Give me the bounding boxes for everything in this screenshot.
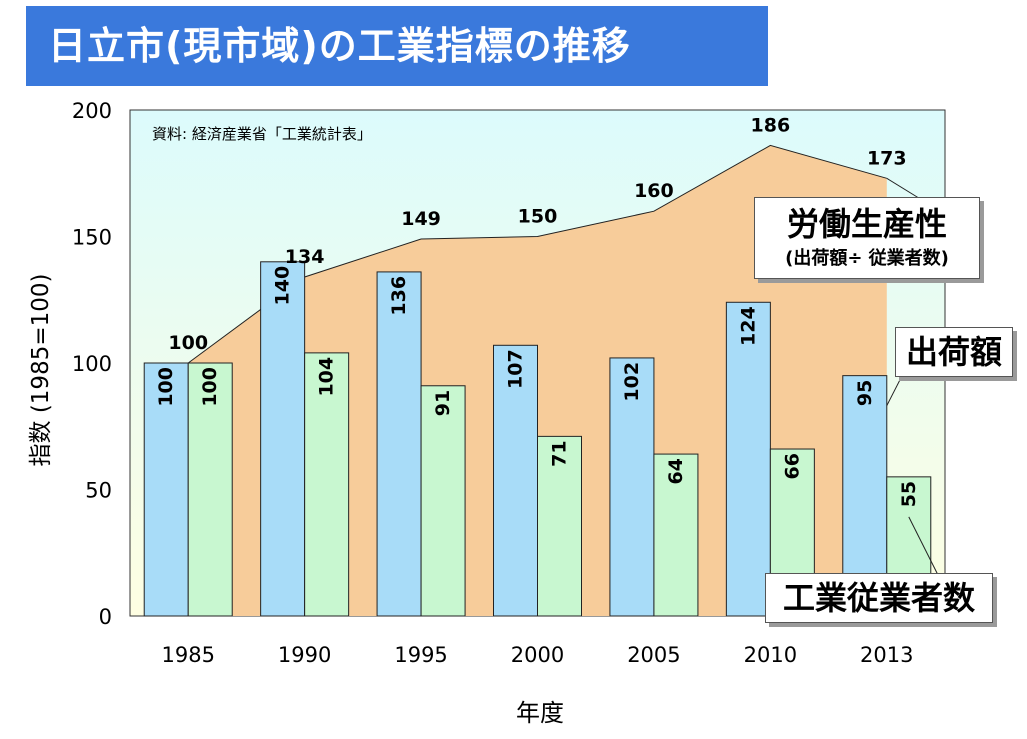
productivity-callout-sublabel: (出荷額÷ 従業者数) (785, 248, 949, 269)
chart-title: 日立市(現市域)の工業指標の推移 (26, 6, 768, 86)
employee-bar-2005 (653, 453, 699, 617)
y-tick-label-200: 200 (72, 99, 112, 123)
shipment-value-label-2010: 124 (737, 306, 759, 346)
productivity-value-label-2000: 150 (518, 206, 558, 228)
shipment-bar-2000 (493, 344, 538, 617)
productivity-leader-line (886, 177, 923, 201)
shipment-value-label-2005: 102 (621, 362, 643, 402)
shipment-bar-2005 (609, 357, 655, 617)
employee-bar-1985 (187, 362, 233, 617)
source-note: 資料: 経済産業省「工業統計表」 (152, 125, 372, 143)
shipment-bar-1995 (376, 271, 422, 617)
employees-callout: 工業従業者数 (765, 573, 993, 623)
employee-bar-2000 (537, 435, 582, 617)
shipment-value-label-1995: 136 (388, 276, 410, 316)
x-tick-label-1985: 1985 (161, 643, 214, 667)
employee-value-label-2010: 66 (781, 453, 803, 479)
y-tick-label-0: 0 (99, 605, 112, 629)
employee-value-label-1990: 104 (316, 357, 338, 397)
x-tick-label-1995: 1995 (394, 643, 447, 667)
employee-value-label-1995: 91 (432, 390, 454, 416)
x-tick-label-2000: 2000 (511, 643, 564, 667)
employee-bar-1995 (420, 385, 466, 617)
productivity-value-label-2005: 160 (634, 180, 674, 202)
x-axis-label: 年度 (516, 699, 564, 727)
shipment-value-label-1985: 100 (155, 367, 177, 407)
employee-value-label-2005: 64 (665, 458, 687, 484)
y-tick-label-100: 100 (72, 352, 112, 376)
employee-value-label-1985: 100 (199, 367, 221, 407)
shipment-value-label-1990: 140 (272, 266, 294, 306)
employee-value-label-2000: 71 (549, 440, 571, 466)
productivity-value-label-2013: 173 (867, 147, 907, 169)
productivity-callout: 労働生産性 (出荷額÷ 従業者数) (754, 197, 980, 279)
productivity-value-label-1995: 149 (401, 208, 441, 230)
x-tick-label-2013: 2013 (860, 643, 913, 667)
x-tick-label-2005: 2005 (627, 643, 680, 667)
productivity-value-label-1985: 100 (168, 332, 208, 354)
x-tick-label-1990: 1990 (278, 643, 331, 667)
y-tick-label-50: 50 (85, 479, 112, 503)
y-tick-label-150: 150 (72, 226, 112, 250)
productivity-value-label-2010: 186 (751, 114, 791, 136)
shipment-value-label-2000: 107 (505, 349, 527, 389)
employees-leader-line (908, 516, 939, 576)
productivity-value-label-1990: 134 (285, 246, 325, 268)
y-axis-label: 指数 (1985=100) (28, 273, 54, 467)
shipment-bar-2010 (725, 301, 771, 617)
employee-value-label-2013: 55 (898, 481, 920, 507)
shipments-callout: 出荷額 (895, 327, 1013, 377)
shipment-bar-1985 (143, 362, 189, 617)
employee-bar-1990 (304, 352, 350, 617)
x-tick-label-2010: 2010 (744, 643, 797, 667)
shipment-bar-1990 (260, 261, 306, 617)
productivity-callout-label: 労働生産性 (786, 205, 947, 243)
shipment-value-label-2013: 95 (854, 380, 876, 406)
